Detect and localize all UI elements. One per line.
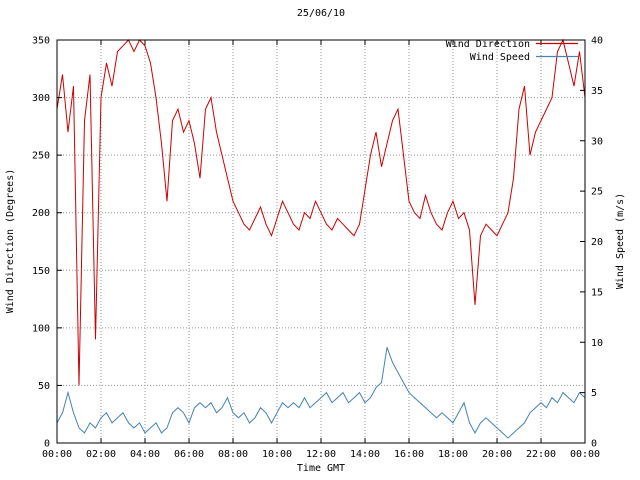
y-left-tick-label: 100 xyxy=(32,323,50,334)
y-left-tick-label: 0 xyxy=(44,439,50,450)
wind-direction-series-line xyxy=(56,38,586,386)
y-left-tick-label: 200 xyxy=(32,208,50,219)
x-tick-label: 06:00 xyxy=(174,449,204,460)
x-tick-label: 00:00 xyxy=(570,449,600,460)
x-tick-label: 00:00 xyxy=(42,449,72,460)
x-tick-label: 20:00 xyxy=(482,449,512,460)
y-left-tick-label: 300 xyxy=(32,93,50,104)
y-left-tick-label: 150 xyxy=(32,266,50,277)
y-left-axis-label: Wind Direction (Degrees) xyxy=(5,169,16,314)
x-tick-label: 18:00 xyxy=(438,449,468,460)
chart-title: 25/06/10 xyxy=(297,8,345,19)
legend-label-wind-speed: Wind Speed xyxy=(470,52,530,63)
x-axis-label: Time GMT xyxy=(297,463,345,474)
y-left-tick-label: 50 xyxy=(38,381,50,392)
wind-speed-series-line xyxy=(56,347,586,439)
x-tick-label: 22:00 xyxy=(526,449,556,460)
legend-label-wind-direction: Wind Direction xyxy=(446,39,530,50)
y-left-tick-label: 350 xyxy=(32,36,50,47)
y-right-tick-label: 40 xyxy=(591,36,603,47)
y-right-axis-label: Wind Speed (m/s) xyxy=(615,193,626,289)
y-right-tick-label: 15 xyxy=(591,287,603,298)
x-tick-label: 12:00 xyxy=(306,449,336,460)
y-right-tick-label: 20 xyxy=(591,237,603,248)
y-right-tick-label: 0 xyxy=(591,439,597,450)
plot-generated-content: 00:00 02:00 04:00 06:00 08:00 10:00 12:00 14:00… xyxy=(32,36,603,461)
legend: Wind Direction Wind Speed xyxy=(446,39,578,63)
x-tick-label: 02:00 xyxy=(86,449,116,460)
y-left-tick-label: 250 xyxy=(32,151,50,162)
y-right-tick-label: 35 xyxy=(591,86,603,97)
y-right-tick-label: 10 xyxy=(591,338,603,349)
plot-border xyxy=(56,39,586,444)
y-right-tick-label: 25 xyxy=(591,187,603,198)
y-right-tick-label: 5 xyxy=(591,388,597,399)
x-tick-label: 04:00 xyxy=(130,449,160,460)
x-tick-label: 08:00 xyxy=(218,449,248,460)
x-tick-label: 10:00 xyxy=(262,449,292,460)
y-right-tick-label: 30 xyxy=(591,136,603,147)
x-tick-label: 14:00 xyxy=(350,449,380,460)
x-tick-label: 16:00 xyxy=(394,449,424,460)
